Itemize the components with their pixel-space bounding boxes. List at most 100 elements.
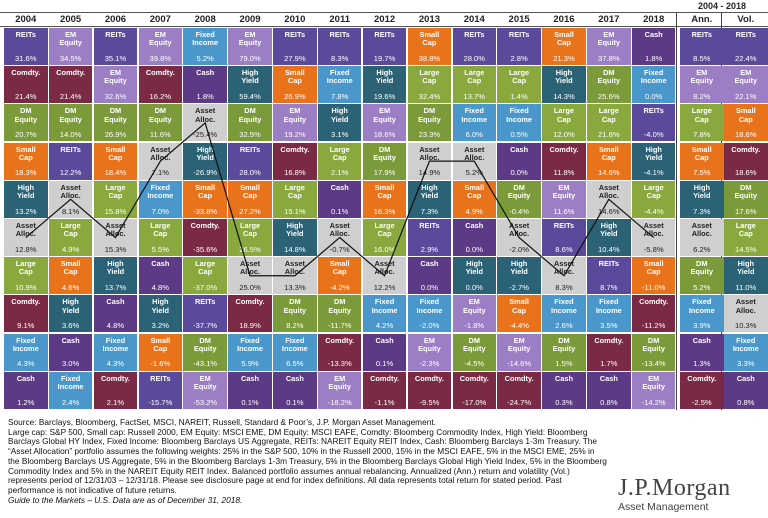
cell-return-value: 13.3%: [284, 283, 306, 293]
cell-return-value: -4.5%: [464, 359, 485, 369]
year-header-2012: 2012: [374, 14, 396, 25]
cell-asset-label: High Yield: [409, 183, 451, 200]
cell-asset-label: Cash: [588, 374, 630, 383]
cell-label-line: Cap: [422, 76, 437, 86]
cell-asset-label: REITs: [633, 107, 675, 115]
cell-label-line: EM: [334, 373, 346, 383]
cell-label-line: REITs: [553, 221, 575, 230]
cell-asset-label: Cash: [319, 183, 361, 192]
range-header: 2004 - 2018: [697, 1, 747, 11]
cell-2016-comdty: Comdty. 11.8%: [542, 142, 586, 180]
cell-2009-high-yield: High Yield 59.4%: [228, 66, 272, 104]
cell-label-line: Cap: [243, 229, 257, 239]
cell-label-line: Comdty.: [145, 68, 175, 78]
cell-2006-large-cap: Large Cap 15.8%: [93, 180, 138, 218]
cell-return-value: 0.0%: [645, 92, 663, 102]
cell-return-value: 1.5%: [555, 359, 573, 369]
cell-return-value: 7.8%: [693, 130, 711, 140]
cell-asset-label: DM Equity: [319, 298, 361, 315]
cell-asset-label: Large Cap: [274, 183, 316, 200]
cell-label-line: High: [555, 68, 573, 78]
cell-asset-label: Cash: [50, 336, 92, 345]
cell-2012-dm-equity: DM Equity 17.9%: [362, 142, 407, 180]
cell-return-value: -1.1%: [374, 397, 395, 407]
cell-asset-label: REITs: [543, 221, 585, 230]
cell-asset-label: Small Cap: [454, 183, 496, 200]
cell-label-line: DM: [696, 259, 708, 269]
cell-label-line: Cap: [18, 152, 33, 162]
cell-return-value: -4.2%: [329, 283, 350, 293]
cell-asset-label: REITs: [681, 30, 723, 39]
cell-return-value: 21.3%: [553, 53, 575, 63]
cell-asset-label: High Yield: [95, 259, 137, 276]
cell-return-value: -5.8%: [643, 244, 664, 254]
cell-asset-label: DM Equity: [543, 336, 585, 353]
cell-return-value: -4.4%: [509, 321, 530, 331]
cell-asset-label: Small Cap: [184, 183, 226, 200]
cell-label-line: Alloc.: [598, 191, 619, 200]
cell-2016-large-cap: Large Cap 12.0%: [542, 104, 586, 142]
cell-return-value: 1.2%: [17, 397, 35, 407]
cell-asset-label: Small Cap: [50, 259, 92, 276]
cell-asset-label: REITs: [184, 298, 226, 306]
cell-asset-label: Asset Alloc.: [725, 298, 767, 315]
cell-2014-large-cap: Large Cap 13.7%: [452, 66, 497, 104]
cell-asset-label: Fixed Income: [588, 298, 630, 315]
cell-2015-dm-equity: DM Equity -0.4%: [497, 180, 541, 218]
cell-return-value: 1.7%: [600, 359, 618, 369]
cell-return-value: 0.0%: [420, 283, 439, 293]
cell-2016-asset-alloc: Asset Alloc. 8.3%: [542, 257, 586, 295]
cell-asset-label: High Yield: [50, 298, 92, 315]
cell-label-line: Small: [285, 68, 305, 78]
cell-label-line: Income: [237, 343, 263, 353]
cell-asset-label: Asset Alloc.: [184, 107, 226, 124]
cell-2016-reits: REITs 8.6%: [542, 219, 586, 257]
cell-2011-asset-alloc: Asset Alloc. -0.7%: [317, 219, 362, 257]
cell-label-line: Comdty.: [11, 297, 41, 307]
cell-asset-label: EM Equity: [409, 336, 451, 353]
cell-asset-label: Small Cap: [725, 107, 767, 124]
cell-2010-small-cap: Small Cap 26.9%: [273, 66, 317, 104]
cell-label-line: Income: [102, 343, 129, 353]
cell-asset-label: DM Equity: [364, 145, 406, 162]
cell-return-value: 2.1%: [106, 397, 125, 407]
cell-label-line: EM: [244, 30, 256, 39]
cell-return-value: 8.2%: [693, 92, 711, 102]
cell-label-line: Cap: [332, 152, 347, 162]
cell-asset-label: REITs: [5, 30, 47, 39]
cell-label-line: Income: [57, 382, 84, 391]
cell-label-line: DM: [20, 106, 32, 116]
cell-label-line: Comdty.: [370, 373, 400, 383]
cell-label-line: EM: [603, 30, 615, 39]
cell-2012-comdty: Comdty. -1.1%: [362, 371, 407, 409]
cell-return-value: -13.3%: [327, 359, 352, 369]
cell-return-value: 4.9%: [465, 206, 483, 216]
cell-asset-label: High Yield: [633, 145, 675, 162]
cell-label-line: REITs: [15, 30, 36, 39]
cell-label-line: Alloc.: [60, 191, 81, 200]
cell-2004-reits: REITs 31.6%: [4, 28, 48, 66]
year-header-2017: 2017: [598, 14, 620, 25]
cell-2010-cash: Cash 0.1%: [273, 371, 317, 409]
cell-return-value: 1.8%: [645, 53, 663, 63]
cell-2011-reits: REITs 8.3%: [317, 28, 362, 66]
cell-return-value: 0.1%: [241, 397, 259, 407]
cell-asset-label: Large Cap: [588, 107, 630, 124]
cell-label-line: Cap: [467, 191, 482, 200]
cell-return-value: 22.4%: [735, 53, 757, 63]
cell-label-line: EM: [468, 297, 480, 307]
cell-asset-label: High Yield: [5, 183, 47, 200]
cell-label-line: Equity: [238, 38, 262, 48]
cell-2014-asset-alloc: Asset Alloc. 5.2%: [452, 142, 497, 180]
cell-2008-high-yield: High Yield -26.9%: [183, 142, 227, 180]
cell-asset-label: High Yield: [543, 68, 585, 85]
cell-return-value: 16.8%: [284, 168, 306, 178]
cell-asset-label: High Yield: [588, 221, 630, 238]
cell-label-line: Equity: [734, 76, 758, 86]
cell-asset-label: Asset Alloc.: [633, 221, 675, 238]
cell-asset-label: Asset Alloc.: [319, 221, 361, 238]
cell-asset-label: Large Cap: [184, 259, 226, 276]
cell-2017-large-cap: Large Cap 21.8%: [587, 104, 631, 142]
cell-asset-label: Cash: [95, 298, 137, 306]
cell-vol-large-cap: Large Cap 14.5%: [724, 219, 768, 257]
